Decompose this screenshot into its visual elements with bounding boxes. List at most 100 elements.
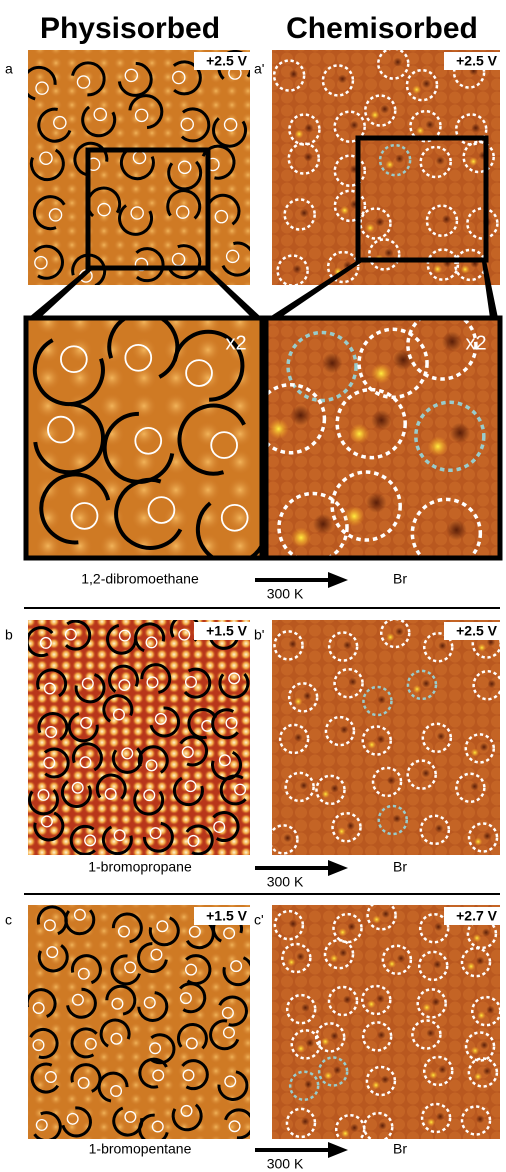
br-spot — [289, 70, 298, 79]
reactant: 1-bromopropane — [88, 859, 192, 875]
br-bright — [294, 697, 302, 705]
stm-image — [272, 49, 500, 286]
br-spot — [393, 350, 413, 370]
br-spot — [301, 1117, 309, 1125]
br-spot — [442, 331, 462, 351]
br-spot — [446, 520, 466, 540]
br-spot — [436, 1112, 444, 1120]
br-bright — [428, 436, 448, 456]
br-spot — [304, 1080, 312, 1088]
br-bright — [291, 527, 311, 547]
br-spot — [293, 265, 302, 274]
br-bright — [372, 915, 380, 923]
br-spot — [348, 922, 356, 930]
arrow-head — [328, 860, 348, 876]
br-spot — [450, 423, 470, 443]
reactant: 1-bromopentane — [89, 1141, 192, 1157]
stm-image — [256, 311, 498, 567]
br-spot — [442, 215, 451, 224]
image-bg — [272, 620, 500, 855]
zoom-factor: x2 — [225, 332, 246, 354]
br-spot — [376, 994, 384, 1002]
br-spot — [437, 732, 445, 740]
br-spot — [303, 692, 311, 700]
br-bright — [372, 1081, 380, 1089]
br-spot — [387, 776, 395, 784]
br-spot — [434, 923, 442, 931]
bias-label: +2.5 V — [456, 53, 498, 69]
br-spot — [289, 920, 297, 928]
br-spot — [377, 695, 385, 703]
product: Br — [393, 1141, 407, 1157]
br-bright — [412, 85, 421, 94]
br-spot — [425, 120, 434, 129]
br-spot — [378, 1121, 386, 1129]
br-spot — [333, 1066, 341, 1074]
image-content — [272, 901, 500, 1143]
br-bright — [478, 644, 486, 652]
panel-label: a — [5, 61, 13, 77]
br-spot — [338, 74, 347, 83]
br-spot — [322, 353, 342, 373]
br-spot — [432, 998, 440, 1006]
br-bright — [349, 424, 369, 444]
br-spot — [313, 514, 333, 534]
br-bright — [341, 1129, 349, 1137]
image-content — [23, 50, 253, 286]
br-spot — [438, 642, 446, 650]
br-spot — [377, 735, 385, 743]
br-bright — [368, 741, 376, 749]
bias-label: +2.7 V — [456, 908, 498, 924]
br-bright — [371, 363, 391, 383]
br-bright — [477, 1011, 485, 1019]
panel-label: c' — [254, 912, 264, 928]
product: Br — [393, 571, 407, 587]
panel-label: b — [5, 627, 13, 643]
br-spot — [350, 1124, 358, 1132]
br-spot — [480, 1041, 488, 1049]
br-spot — [380, 105, 389, 114]
br-spot — [289, 640, 297, 648]
br-spot — [294, 733, 302, 741]
br-spot — [436, 156, 445, 165]
br-spot — [350, 121, 359, 130]
header-right: Chemisorbed — [286, 12, 478, 45]
br-spot — [397, 954, 405, 962]
br-bright — [297, 1044, 305, 1052]
br-bright — [388, 960, 396, 968]
br-spot — [486, 1006, 494, 1014]
image-content — [272, 49, 500, 286]
stm-image — [27, 905, 253, 1143]
br-bright — [371, 111, 380, 120]
image-content — [269, 619, 501, 855]
br-bright — [427, 1118, 435, 1126]
br-bright — [413, 685, 421, 693]
br-spot — [300, 781, 308, 789]
br-spot — [422, 679, 430, 687]
br-bright — [473, 934, 481, 942]
br-spot — [343, 995, 351, 1003]
br-bright — [471, 748, 479, 756]
figure: Physisorbed Chemisorbed aa'+2.5 V+2.5 Vx… — [0, 0, 506, 1172]
br-spot — [483, 1067, 491, 1075]
br-spot — [301, 1004, 309, 1012]
arrow-head — [328, 572, 348, 588]
panel-label: c — [5, 912, 12, 928]
br-bright — [386, 633, 394, 641]
br-bright — [287, 958, 295, 966]
br-bright — [295, 130, 304, 139]
br-spot — [300, 208, 309, 217]
bias-label: +2.5 V — [206, 53, 248, 69]
br-bright — [337, 827, 345, 835]
stm-image — [269, 619, 501, 855]
product: Br — [393, 859, 407, 875]
br-bright — [474, 1072, 482, 1080]
stm-image — [27, 616, 250, 855]
br-bright — [474, 837, 482, 845]
temperature: 300 K — [267, 1156, 304, 1172]
image-bg — [272, 905, 500, 1139]
br-spot — [435, 824, 443, 832]
br-spot — [375, 218, 384, 227]
br-spot — [395, 154, 404, 163]
br-bright — [467, 962, 475, 970]
